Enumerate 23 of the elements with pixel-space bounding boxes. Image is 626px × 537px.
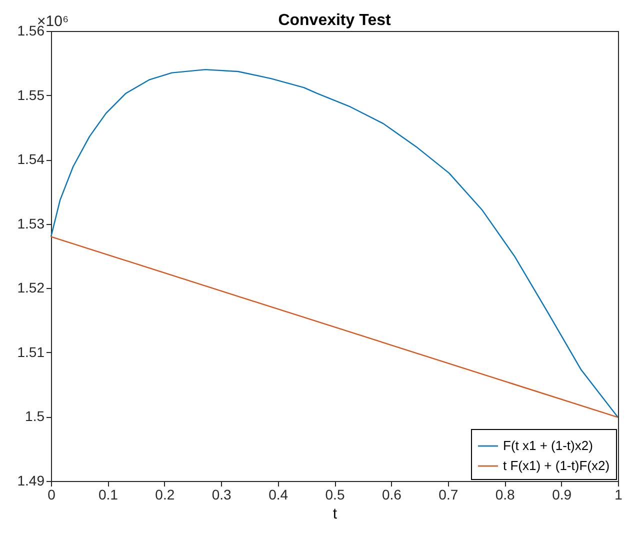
x-tick-label: 0.8	[495, 486, 516, 502]
y-tick-label: 1.53	[17, 215, 45, 232]
x-tick-label: 0.1	[98, 486, 118, 502]
x-axis-title: t	[332, 506, 338, 522]
y-tick-label: 1.49	[17, 472, 45, 488]
chart-title: Convexity Test	[278, 12, 392, 29]
x-tick-label: 0.7	[438, 486, 458, 502]
y-tick-label: 1.55	[17, 86, 45, 103]
line-series	[50, 68, 619, 418]
x-tick-label: 0.6	[382, 486, 402, 502]
y-tick-label: 1.51	[17, 344, 45, 360]
x-tick-label: 0.4	[268, 486, 288, 502]
x-tick-label: 0.5	[325, 486, 345, 502]
x-tick-label: 0.3	[212, 486, 232, 502]
y-tick-label: 1.54	[17, 151, 45, 168]
x-tick-label: 1	[614, 486, 623, 502]
y-tick-label: 1.52	[17, 280, 45, 296]
x-tick-label: 0	[48, 486, 56, 502]
x-tick-label: 0.2	[155, 486, 175, 502]
legend-label: F(t x1 + (1-t)x2)	[503, 438, 593, 453]
y-tick-label: 1.5	[25, 408, 45, 424]
x-tick-label: 0.9	[552, 486, 572, 502]
legend-label: t F(x1) + (1-t)F(x2)	[503, 458, 610, 473]
